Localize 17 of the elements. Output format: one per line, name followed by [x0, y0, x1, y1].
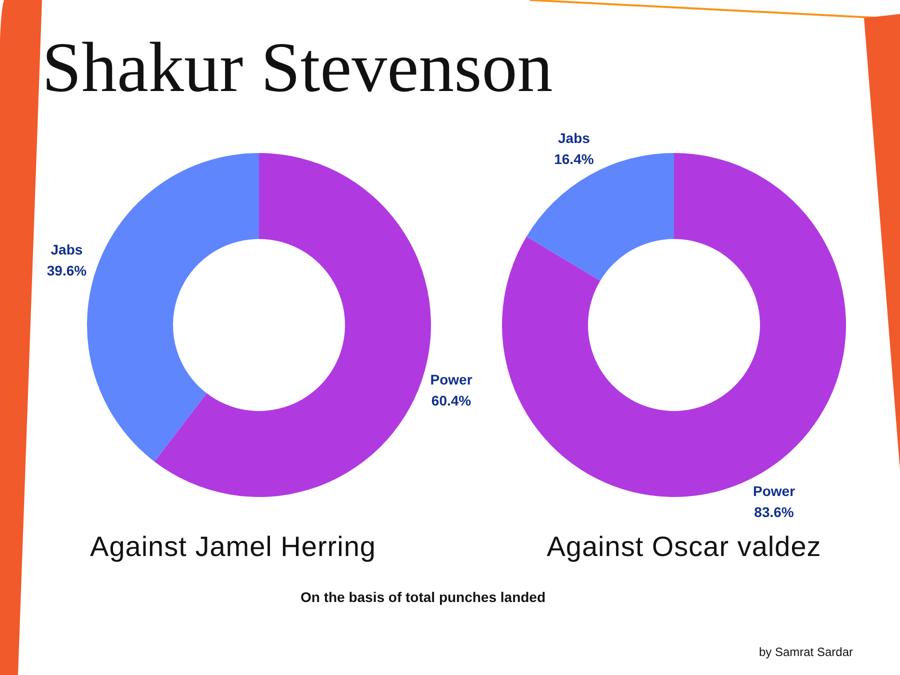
donut-slice [502, 153, 846, 497]
chart-title: Shakur Stevenson [42, 29, 553, 107]
data-label: 39.6% [46, 262, 88, 278]
slice-label: Jabs [50, 241, 83, 258]
text: by Samrat Sardar [758, 645, 853, 659]
slice-label: Jabs [558, 130, 590, 146]
data-label: 83.6% [754, 504, 794, 520]
data-label: 16.4% [554, 150, 594, 167]
data-label: 60.4% [431, 392, 472, 409]
slice-label: Power [753, 483, 796, 500]
slice-label: Power [430, 372, 473, 388]
donut-slice [154, 153, 431, 497]
text: On the basis of total punches landed [300, 589, 546, 605]
text: Against Jamel Herring [90, 531, 376, 562]
donut-slice [87, 153, 259, 462]
donut-slice [526, 153, 674, 281]
text: Against Oscar valdez [546, 531, 822, 562]
